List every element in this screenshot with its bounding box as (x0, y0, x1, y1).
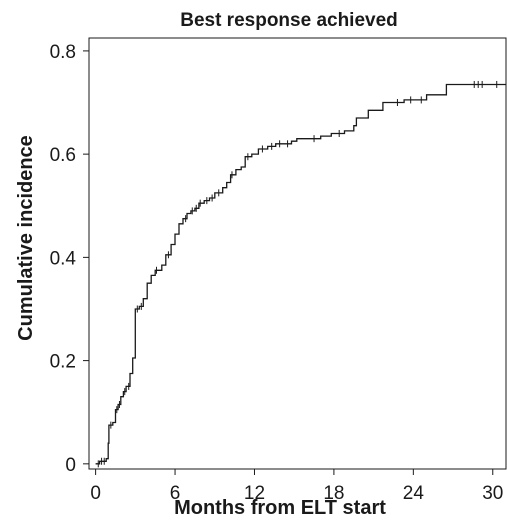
y-tick-label: 0 (65, 455, 76, 476)
cumulative-incidence-curve (95, 83, 506, 465)
y-tick-label: 0.6 (50, 145, 76, 166)
x-axis: 0 6 12 18 24 30 (90, 469, 503, 504)
x-tick-label: 24 (403, 483, 425, 504)
x-tick-label: 0 (90, 483, 101, 504)
x-axis-label: Months from ELT start (174, 497, 386, 519)
x-tick-label: 12 (244, 483, 265, 504)
x-tick-label: 6 (170, 483, 181, 504)
censor-marks (97, 80, 498, 468)
plot-frame (88, 37, 507, 470)
chart-title: Best response achieved (180, 10, 398, 31)
y-tick-label: 0.2 (50, 352, 76, 373)
x-tick-label: 30 (482, 483, 503, 504)
y-tick-label: 0.8 (50, 42, 76, 63)
y-tick-label: 0.4 (50, 248, 77, 269)
x-tick-label: 18 (323, 483, 344, 504)
y-axis-label: Cumulative incidence (15, 135, 37, 341)
y-axis: 0 0.2 0.4 0.6 0.8 (50, 42, 89, 476)
